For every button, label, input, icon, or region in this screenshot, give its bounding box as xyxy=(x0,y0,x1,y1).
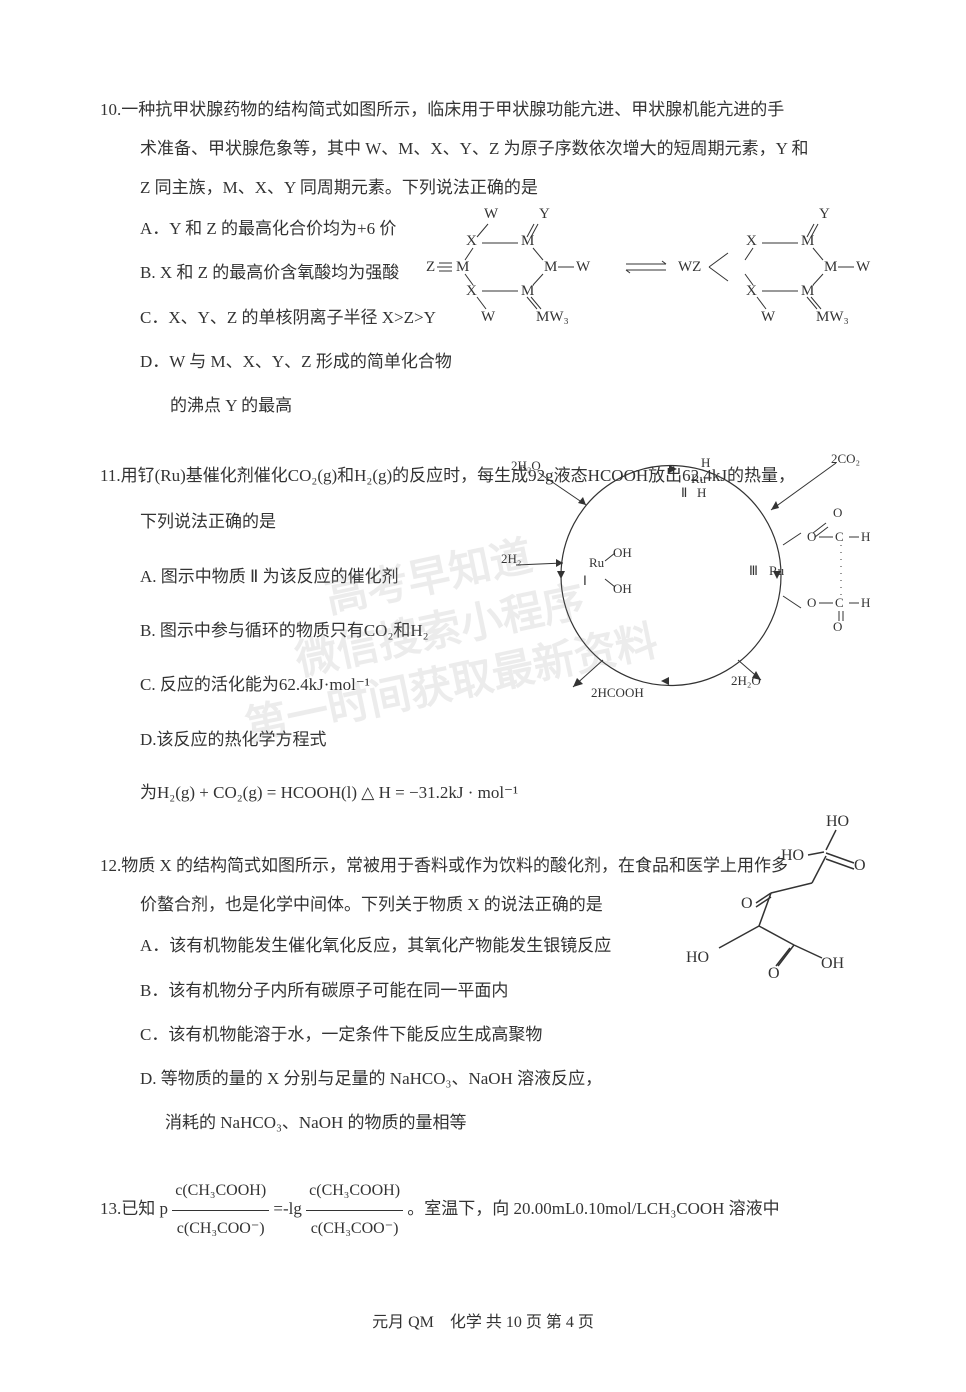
svg-text:H: H xyxy=(861,529,870,544)
q13-frac-1: c(CH₃COOH) c(CH₃COO⁻) xyxy=(172,1173,269,1248)
svg-text:2H₂O: 2H₂O xyxy=(511,458,541,473)
q10-stem-line1: 一种抗甲状腺药物的结构简式如图所示，临床用于甲状腺功能亢进、甲状腺机能亢进的手 xyxy=(121,100,784,119)
q10-stem-line3: Z 同主族，M、X、Y 同周期元素。下列说法正确的是 xyxy=(100,168,866,207)
svg-text:X: X xyxy=(746,233,757,249)
q13-frac2-den: c(CH₃COO⁻) xyxy=(306,1211,403,1248)
svg-text:OH: OH xyxy=(821,955,845,972)
svg-text:W: W xyxy=(856,259,871,275)
svg-text:OH: OH xyxy=(613,581,632,596)
svg-text:WZ: WZ xyxy=(678,259,701,275)
svg-text:O: O xyxy=(768,965,780,982)
svg-text:W: W xyxy=(481,309,496,325)
svg-text:Ⅰ: Ⅰ xyxy=(583,573,587,588)
svg-text:O: O xyxy=(833,505,842,520)
svg-text:HO: HO xyxy=(826,813,849,830)
q13-suffix: 。室温下，向 20.00mL0.10mol/LCH₃COOH 溶液中 xyxy=(407,1200,779,1219)
svg-text:HO: HO xyxy=(686,949,709,966)
q13-number: 13. xyxy=(100,1200,121,1219)
svg-text:OH: OH xyxy=(613,545,632,560)
q11-number: 11. xyxy=(100,466,121,485)
svg-text:Ⅱ: Ⅱ xyxy=(681,485,687,500)
q10-stem-line2: 术准备、甲状腺危象等，其中 W、M、X、Y、Z 为原子序数依次增大的短周期元素，… xyxy=(100,129,866,168)
svg-text:Y: Y xyxy=(539,206,550,222)
svg-text:Ⅲ: Ⅲ xyxy=(749,563,758,578)
svg-text:Y: Y xyxy=(819,206,830,222)
svg-text:2CO₂: 2CO₂ xyxy=(831,451,860,466)
q13-frac2-num: c(CH₃COOH) xyxy=(306,1173,403,1211)
q10-option-d-cont: 的沸点 Y 的最高 xyxy=(100,384,866,428)
svg-text:O: O xyxy=(833,619,842,634)
svg-text:M: M xyxy=(521,233,534,249)
svg-text:Ru: Ru xyxy=(691,471,707,486)
svg-text:W: W xyxy=(761,309,776,325)
q12-number: 12. xyxy=(100,856,121,875)
svg-text:M: M xyxy=(824,259,837,275)
svg-text:C: C xyxy=(835,529,844,544)
svg-text:M: M xyxy=(801,233,814,249)
svg-text:H: H xyxy=(861,595,870,610)
svg-text:X: X xyxy=(466,283,477,299)
svg-text:Ru: Ru xyxy=(589,555,605,570)
svg-text:X: X xyxy=(746,283,757,299)
svg-text:O: O xyxy=(807,595,816,610)
svg-text:O: O xyxy=(807,529,816,544)
q13-frac1-num: c(CH₃COOH) xyxy=(172,1173,269,1211)
svg-text:2H₂: 2H₂ xyxy=(501,551,521,566)
page-footer: 元月 QM 化学 共 10 页 第 4 页 xyxy=(100,1308,866,1332)
svg-text:M: M xyxy=(456,259,469,275)
q12-structure-diagram: HO HO O O HO O OH xyxy=(686,808,871,983)
q11-option-d: D.该反应的热化学方程式 xyxy=(100,713,866,767)
svg-text:X: X xyxy=(466,233,477,249)
q13-eq-mid: =-lg xyxy=(273,1200,301,1219)
svg-text:MW₃: MW₃ xyxy=(816,309,849,325)
svg-text:Ru: Ru xyxy=(769,563,785,578)
svg-text:MW₃: MW₃ xyxy=(536,309,569,325)
svg-text:M: M xyxy=(801,283,814,299)
svg-text:H: H xyxy=(701,455,710,470)
svg-text:H: H xyxy=(697,485,706,500)
svg-text:M: M xyxy=(544,259,557,275)
svg-text:O: O xyxy=(854,857,866,874)
q10-option-d: D．W 与 M、X、Y、Z 形成的简单化合物 xyxy=(100,340,866,384)
q10-number: 10. xyxy=(100,100,121,119)
svg-text:W: W xyxy=(484,206,499,222)
question-13: 13.已知 p c(CH₃COOH) c(CH₃COO⁻) =-lg c(CH₃… xyxy=(100,1173,866,1248)
q12-option-d-cont: 消耗的 NaHCO₃、NaOH 的物质的量相等 xyxy=(100,1101,866,1145)
svg-text:HO: HO xyxy=(781,847,804,864)
q13-frac1-den: c(CH₃COO⁻) xyxy=(172,1211,269,1248)
svg-text:C: C xyxy=(835,595,844,610)
svg-text:Z: Z xyxy=(426,259,435,275)
svg-text:2H₂O: 2H₂O xyxy=(731,673,761,688)
svg-text:O: O xyxy=(741,895,753,912)
q13-prefix: 已知 p xyxy=(121,1200,168,1219)
q10-structure-diagram: WY XM ZMMW XM WMW₃ Y XM WZMW XM WMW₃ xyxy=(426,205,871,325)
q13-frac-2: c(CH₃COOH) c(CH₃COO⁻) xyxy=(306,1173,403,1248)
svg-text:2HCOOH: 2HCOOH xyxy=(591,685,644,700)
svg-text:W: W xyxy=(576,259,591,275)
svg-text:M: M xyxy=(521,283,534,299)
q12-option-d: D. 等物质的量的 X 分别与足量的 NaHCO₃、NaOH 溶液反应， xyxy=(100,1057,866,1101)
q11-cycle-diagram: 2H₂O H Ru ⅡH 2CO₂ 2H₂ Ru Ⅰ OH OH Ⅲ Ru O … xyxy=(501,445,871,705)
q12-option-c: C．该有机物能溶于水，一定条件下能反应生成高聚物 xyxy=(100,1013,866,1057)
